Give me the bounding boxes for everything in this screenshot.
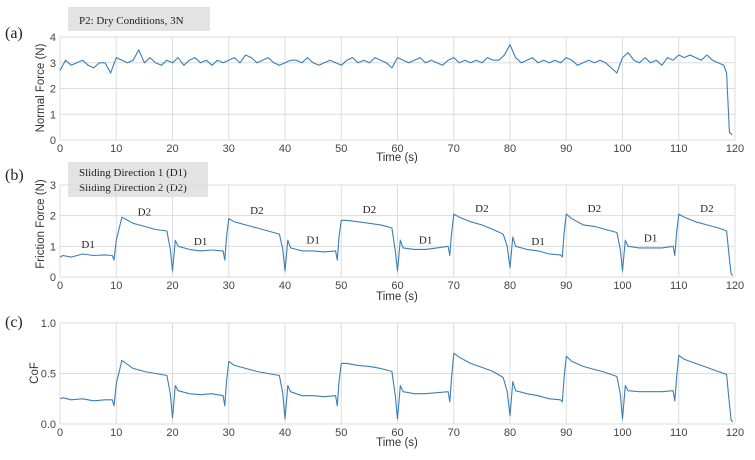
x-tick-label-b: 90	[560, 280, 572, 292]
y-tick-label-a: 2	[50, 84, 56, 96]
x-tick-label-b: 100	[613, 280, 631, 292]
x-tick-label-a: 40	[279, 143, 291, 155]
x-tick-label-c: 90	[560, 427, 572, 439]
y-tick-label-b: 0	[50, 272, 56, 284]
annotation-label-d1: D1	[644, 233, 657, 245]
annotation-label-d1: D1	[531, 236, 544, 248]
x-tick-label-b: 30	[223, 280, 235, 292]
legend-box-b-line2: Sliding Direction 2 (D2)	[79, 182, 187, 194]
y-tick-label-a: 3	[50, 58, 56, 70]
panel-friction-force: (b) Sliding Direction 1 (D1) Sliding Dir…	[5, 162, 744, 303]
x-axis-title-b: Time (s)	[376, 291, 418, 303]
annotation-label-d2: D2	[700, 203, 713, 215]
x-tick-label-a: 80	[504, 143, 516, 155]
x-axis-title-c: Time (s)	[376, 437, 418, 449]
annotations-b: D1 D2 D1 D2 D1 D2 D1 D2 D1 D2 D1 D2	[81, 203, 713, 251]
annotation-label-d1: D1	[306, 234, 319, 246]
x-tick-label-b: 70	[448, 280, 460, 292]
x-tick-label-a: 90	[560, 143, 572, 155]
gridlines-a	[59, 36, 736, 141]
x-tick-label-b: 0	[57, 280, 63, 292]
x-tick-label-c: 40	[279, 427, 291, 439]
x-tick-label-a: 100	[613, 143, 631, 155]
x-tick-label-c: 50	[335, 427, 347, 439]
x-tick-label-a: 70	[448, 143, 460, 155]
legend-box-b	[68, 162, 208, 197]
x-tick-label-b: 80	[504, 280, 516, 292]
x-tick-label-b: 20	[166, 280, 178, 292]
y-axis-title-c: CoF	[29, 362, 41, 384]
y-tick-label-b: 1	[50, 241, 56, 253]
y-tick-label-c: 0.5	[41, 369, 56, 381]
x-tick-label-c: 30	[223, 427, 235, 439]
x-tick-label-a: 50	[335, 143, 347, 155]
annotation-label-d2: D2	[138, 207, 151, 219]
y-tick-label-b: 3	[50, 180, 56, 192]
y-tick-label-b: 2	[50, 211, 56, 223]
series-line-cof	[59, 352, 734, 423]
panel-cof: (c) 0 10 20 30 40 50 60 70 80 90 100 110 120 0.0 0.5 1…	[5, 314, 744, 449]
annotation-label-d1: D1	[81, 239, 94, 251]
x-tick-label-a: 60	[391, 143, 403, 155]
x-tick-label-a: 30	[223, 143, 235, 155]
y-tick-label-a: 4	[50, 32, 56, 44]
annotation-label-d1: D1	[194, 236, 207, 248]
x-tick-label-a: 120	[726, 143, 744, 155]
x-tick-label-b: 110	[670, 280, 688, 292]
x-tick-label-b: 40	[279, 280, 291, 292]
legend-box-a-text: P2: Dry Conditions, 3N	[79, 15, 184, 27]
x-tick-label-c: 70	[448, 427, 460, 439]
y-tick-labels-b: 0 1 2 3	[50, 180, 56, 284]
annotation-label-d2: D2	[363, 204, 376, 216]
x-tick-labels-a: 0 10 20 30 40 50 60 70 80 90 100 110 120	[57, 143, 744, 155]
x-tick-labels-c: 0 10 20 30 40 50 60 70 80 90 100 110 120	[57, 427, 744, 439]
annotation-label-d2: D2	[250, 205, 263, 217]
x-tick-label-c: 100	[613, 427, 631, 439]
y-tick-label-a: 0	[50, 135, 56, 147]
x-tick-label-b: 50	[335, 280, 347, 292]
legend-box-a	[68, 7, 210, 31]
annotation-label-d2: D2	[475, 203, 488, 215]
x-tick-label-a: 10	[110, 143, 122, 155]
y-tick-label-c: 0.0	[41, 419, 56, 431]
y-tick-label-c: 1.0	[41, 318, 56, 330]
annotation-label-d1: D1	[419, 234, 432, 246]
y-axis-title-b: Friction Force (N)	[35, 179, 47, 269]
x-tick-label-b: 120	[726, 280, 744, 292]
panel-label-b: (b)	[5, 167, 24, 184]
annotation-label-d2: D2	[588, 203, 601, 215]
y-axis-title-a: Normal Force (N)	[35, 43, 47, 132]
x-tick-label-c: 60	[391, 427, 403, 439]
x-tick-label-a: 0	[57, 143, 63, 155]
x-tick-label-c: 120	[726, 427, 744, 439]
x-axis-title-a: Time (s)	[376, 152, 418, 164]
x-tick-label-c: 20	[166, 427, 178, 439]
panel-label-a: (a)	[5, 25, 23, 42]
legend-box-b-line1: Sliding Direction 1 (D1)	[79, 167, 187, 179]
x-tick-label-c: 80	[504, 427, 516, 439]
x-tick-label-a: 110	[670, 143, 688, 155]
gridlines-c	[59, 322, 736, 425]
x-tick-label-b: 60	[391, 280, 403, 292]
x-tick-label-a: 20	[166, 143, 178, 155]
panel-normal-force: (a) P2: Dry Conditions, 3N 0 10 20 30 40 50 60…	[5, 7, 744, 164]
y-tick-label-a: 1	[50, 109, 56, 121]
x-tick-label-c: 10	[110, 427, 122, 439]
panel-label-c: (c)	[5, 314, 23, 331]
gridlines-b	[59, 184, 736, 278]
y-tick-labels-a: 0 1 2 3 4	[50, 32, 56, 147]
series-line-friction-force	[59, 213, 734, 276]
x-tick-label-c: 110	[670, 427, 688, 439]
y-tick-labels-c: 0.0 0.5 1.0	[41, 318, 56, 431]
x-tick-labels-b: 0 10 20 30 40 50 60 70 80 90 100 110 120	[57, 280, 744, 292]
x-tick-label-b: 10	[110, 280, 122, 292]
x-tick-label-c: 0	[57, 427, 63, 439]
series-line-normal-force	[59, 44, 733, 136]
